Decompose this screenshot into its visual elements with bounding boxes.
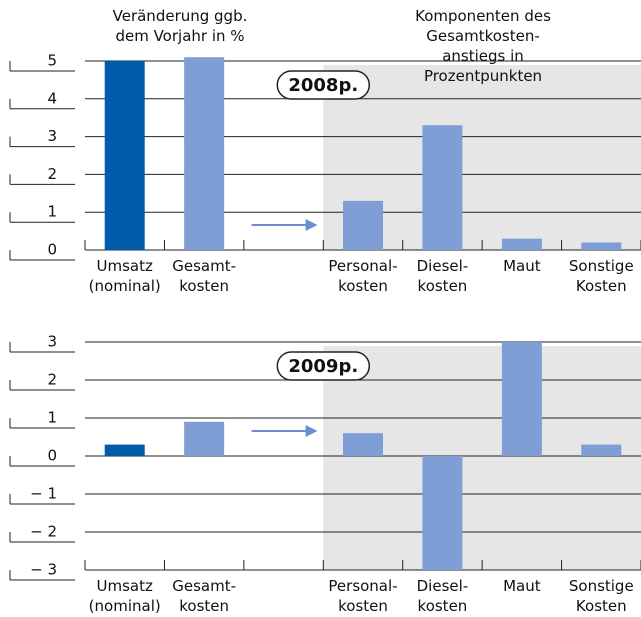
header: Komponenten des Gesamtkosten- anstiegs i… xyxy=(415,7,551,85)
y-tick-label: 5 xyxy=(47,52,57,70)
x-tick-label: Diesel- kosten xyxy=(416,577,469,615)
y-tick-label: − 1 xyxy=(30,485,57,503)
y-tick-label: 0 xyxy=(47,447,57,465)
y-tick-label: 2 xyxy=(47,165,57,183)
bar xyxy=(501,342,542,456)
x-tick-label: Sonstige Kosten xyxy=(568,577,634,615)
x-tick-label: Gesamt- kosten xyxy=(172,577,237,615)
x-tick-label: Personal- kosten xyxy=(328,257,398,295)
bar xyxy=(343,200,383,250)
bar xyxy=(581,444,622,456)
x-tick-label: Maut xyxy=(503,257,541,275)
bar xyxy=(104,61,145,250)
x-tick-label: Diesel- kosten xyxy=(416,257,469,295)
y-tick-label: 2 xyxy=(47,371,57,389)
y-tick-label: 3 xyxy=(47,333,57,351)
title-badge xyxy=(276,70,371,100)
x-tick-label: Maut xyxy=(503,577,541,595)
y-tick-label: 0 xyxy=(47,241,57,259)
y-tick-label: 1 xyxy=(47,203,57,221)
chart-title: 2008p. xyxy=(288,75,358,96)
chart-title: 2009p. xyxy=(288,356,358,377)
arrow-head xyxy=(305,219,318,231)
x-tick-label: Sonstige Kosten xyxy=(568,257,634,295)
arrow-head xyxy=(305,425,318,437)
header: Veränderung ggb. dem Vorjahr in % xyxy=(112,7,248,45)
highlight-region xyxy=(323,346,641,570)
y-tick-label: − 2 xyxy=(30,523,57,541)
y-tick-label: − 3 xyxy=(30,561,57,579)
y-tick-label: 4 xyxy=(47,89,57,107)
y-tick-label: 1 xyxy=(47,409,57,427)
bar xyxy=(422,456,463,570)
x-tick-label: Personal- kosten xyxy=(328,577,398,615)
x-tick-label: Umsatz (nominal) xyxy=(88,257,161,295)
bar xyxy=(184,57,225,250)
x-tick-label: Gesamt- kosten xyxy=(172,257,237,295)
x-tick-label: Umsatz (nominal) xyxy=(88,577,161,615)
bar xyxy=(501,238,542,250)
y-tick-label: 3 xyxy=(47,127,57,145)
bar xyxy=(422,125,463,250)
bar xyxy=(343,433,383,456)
bar xyxy=(581,242,622,250)
bar xyxy=(104,444,145,456)
bar xyxy=(184,421,225,456)
title-badge xyxy=(276,351,371,381)
